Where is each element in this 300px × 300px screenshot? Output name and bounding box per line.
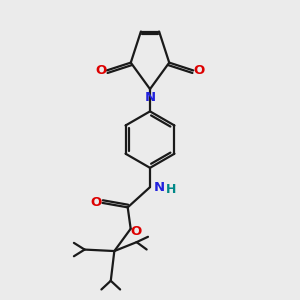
Text: O: O	[91, 196, 102, 209]
Text: H: H	[166, 183, 177, 196]
Text: O: O	[96, 64, 107, 77]
Text: N: N	[154, 181, 165, 194]
Text: O: O	[193, 64, 204, 77]
Text: N: N	[144, 91, 156, 103]
Text: O: O	[130, 225, 142, 238]
